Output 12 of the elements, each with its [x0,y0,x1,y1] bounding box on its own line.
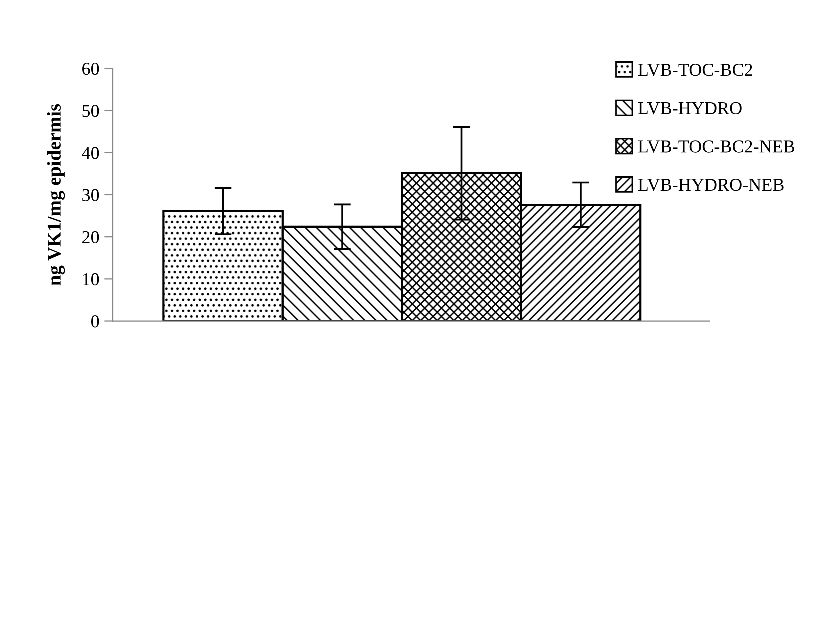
legend-label: LVB-TOC-BC2-NEB [638,140,795,153]
y-tick-label: 20 [82,231,100,244]
legend-label: LVB-HYDRO-NEB [638,179,784,192]
y-axis-title: ng VK1/mg epidermis [47,104,66,286]
legend-label: LVB-HYDRO [638,102,742,115]
y-tick-label: 60 [82,62,100,76]
y-tick-label: 30 [82,189,100,202]
legend-label: LVB-TOC-BC2 [638,64,752,76]
y-tick-label: 50 [82,105,100,118]
y-tick-label: 40 [82,147,100,160]
y-tick-label: 10 [83,273,100,286]
y-tick-label: 0 [91,316,100,328]
